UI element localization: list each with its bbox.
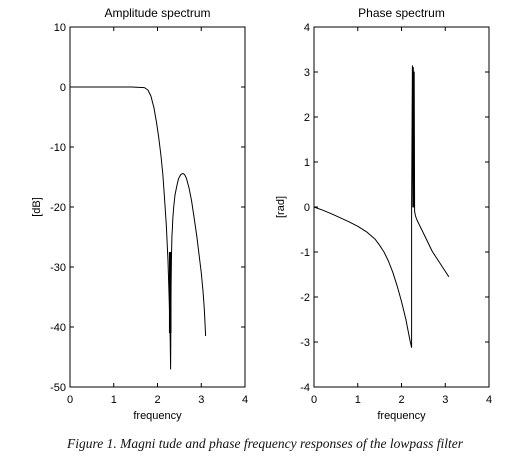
phase-x-tick-label: 4 xyxy=(486,394,492,406)
amplitude-x-tick-label: 4 xyxy=(242,394,248,406)
phase-y-tick-label: -1 xyxy=(300,247,310,259)
phase-x-tick-label: 2 xyxy=(398,394,404,406)
amplitude-y-tick-label: 0 xyxy=(60,82,66,94)
amplitude-y-tick-label: -20 xyxy=(50,202,66,214)
phase-y-tick-label: 0 xyxy=(304,202,310,214)
amplitude-spectrum-plot: Amplitude spectrum frequency [dB] 0 1 2 3 4 1… xyxy=(31,6,248,422)
phase-x-tick-label: 1 xyxy=(355,394,361,406)
amplitude-x-tick-label: 1 xyxy=(111,394,117,406)
amplitude-chart-title: Amplitude spectrum xyxy=(104,6,210,20)
amplitude-y-tick-label: -10 xyxy=(50,142,66,154)
phase-y-tick-label: -4 xyxy=(300,382,310,394)
phase-y-tick-label: 4 xyxy=(304,22,310,34)
phase-spectrum-plot: Phase spectrum frequency [rad] 0 1 2 3 4 4 3 2 1… xyxy=(275,6,492,422)
amplitude-y-axis-label: [dB] xyxy=(31,197,43,217)
amplitude-y-tick-label: -50 xyxy=(50,382,66,394)
amplitude-axes-box xyxy=(69,26,246,388)
amplitude-x-tick-label: 2 xyxy=(154,394,160,406)
phase-series-line xyxy=(313,65,450,348)
phase-chart-title: Phase spectrum xyxy=(358,6,445,20)
phase-y-tick-label: 2 xyxy=(304,112,310,124)
phase-y-tick-label: 1 xyxy=(304,157,310,169)
phase-x-tick-label: 3 xyxy=(442,394,448,406)
phase-x-tick-label: 0 xyxy=(311,394,317,406)
amplitude-x-tick-label: 3 xyxy=(198,394,204,406)
phase-y-tick-label: 3 xyxy=(304,67,310,79)
amplitude-y-tick-label: -40 xyxy=(50,322,66,334)
phase-y-tick-label: -3 xyxy=(300,337,310,349)
amplitude-x-tick-label: 0 xyxy=(67,394,73,406)
phase-y-axis-label: [rad] xyxy=(275,196,287,218)
phase-y-tick-label: -2 xyxy=(300,292,310,304)
phase-x-axis-label: frequency xyxy=(377,410,426,422)
amplitude-series-line xyxy=(70,86,207,370)
amplitude-x-axis-label: frequency xyxy=(133,410,182,422)
figure-caption: Figure 1. Magni tude and phase frequency… xyxy=(67,436,463,451)
amplitude-y-tick-label: -30 xyxy=(50,262,66,274)
amplitude-y-tick-label: 10 xyxy=(54,22,66,34)
phase-axes-box xyxy=(313,26,490,388)
